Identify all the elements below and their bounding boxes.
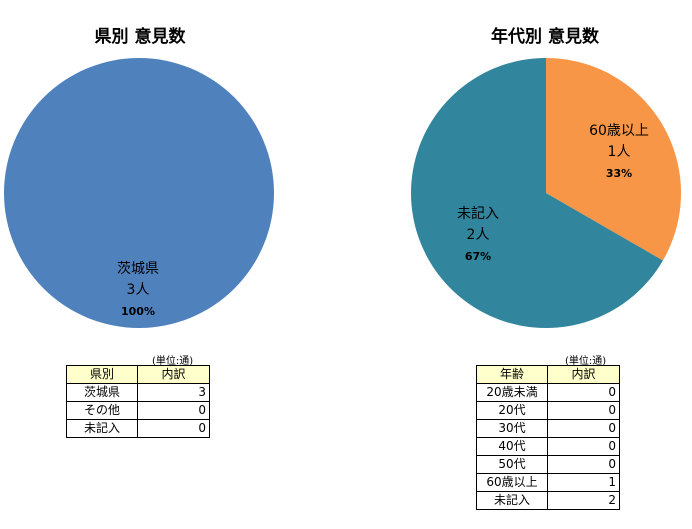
prefecture-chart-title: 県別 意見数 [94,27,186,47]
table-row: 未記入 0 [66,419,210,438]
slice-count-label: 1人 [608,144,631,160]
table-cell-category: 30代 [476,419,548,438]
table-row: 未記入 2 [476,491,620,510]
table-row: 20歳未満 0 [476,383,620,402]
age-chart-title: 年代別 意見数 [491,27,599,47]
table-header-row: 年齢 内訳 [476,365,620,384]
slice-label: 未記入 [457,205,499,222]
table-cell-value: 0 [547,401,620,420]
slice-count-label: 3人 [127,282,150,298]
slice-percent-label: 100% [121,305,155,318]
pie-slice [4,58,274,328]
slice-percent-label: 67% [465,250,491,263]
table-header-value: 内訳 [547,365,620,384]
age-table-unit-note: (単位:通) [565,356,607,367]
prefecture-table: 県別 内訳 茨城県 3 その他 0 未記入 0 [66,365,210,438]
slice-count-label: 2人 [467,227,490,243]
prefecture-table-unit-note: (単位:通) [152,356,194,367]
table-cell-value: 1 [547,473,620,492]
table-cell-value: 0 [547,383,620,402]
table-cell-category: 20歳未満 [476,383,548,402]
table-cell-category: 50代 [476,455,548,474]
pie-slice [410,57,663,329]
slice-label: 60歳以上 [589,123,649,139]
slice-percent-label: 33% [606,167,632,180]
table-header-category: 年齢 [476,365,548,384]
table-cell-value: 2 [547,491,620,510]
table-cell-value: 0 [547,419,620,438]
table-cell-value: 0 [547,437,620,456]
table-cell-category: 20代 [476,401,548,420]
slice-label: 茨城県 [117,261,159,277]
table-row: 50代 0 [476,455,620,474]
table-row: 20代 0 [476,401,620,420]
table-cell-value: 0 [137,419,210,438]
age-table: 年齢 内訳 20歳未満 0 20代 0 30代 0 40代 0 50代 0 60… [476,365,620,510]
table-row: 30代 0 [476,419,620,438]
table-cell-category: 40代 [476,437,548,456]
table-row: 40代 0 [476,437,620,456]
table-row: 60歳以上 1 [476,473,620,492]
table-row: 茨城県 3 [66,383,210,402]
table-cell-category: 未記入 [476,491,548,510]
table-cell-value: 0 [547,455,620,474]
table-cell-category: 60歳以上 [476,473,548,492]
pie-slice [546,58,681,261]
